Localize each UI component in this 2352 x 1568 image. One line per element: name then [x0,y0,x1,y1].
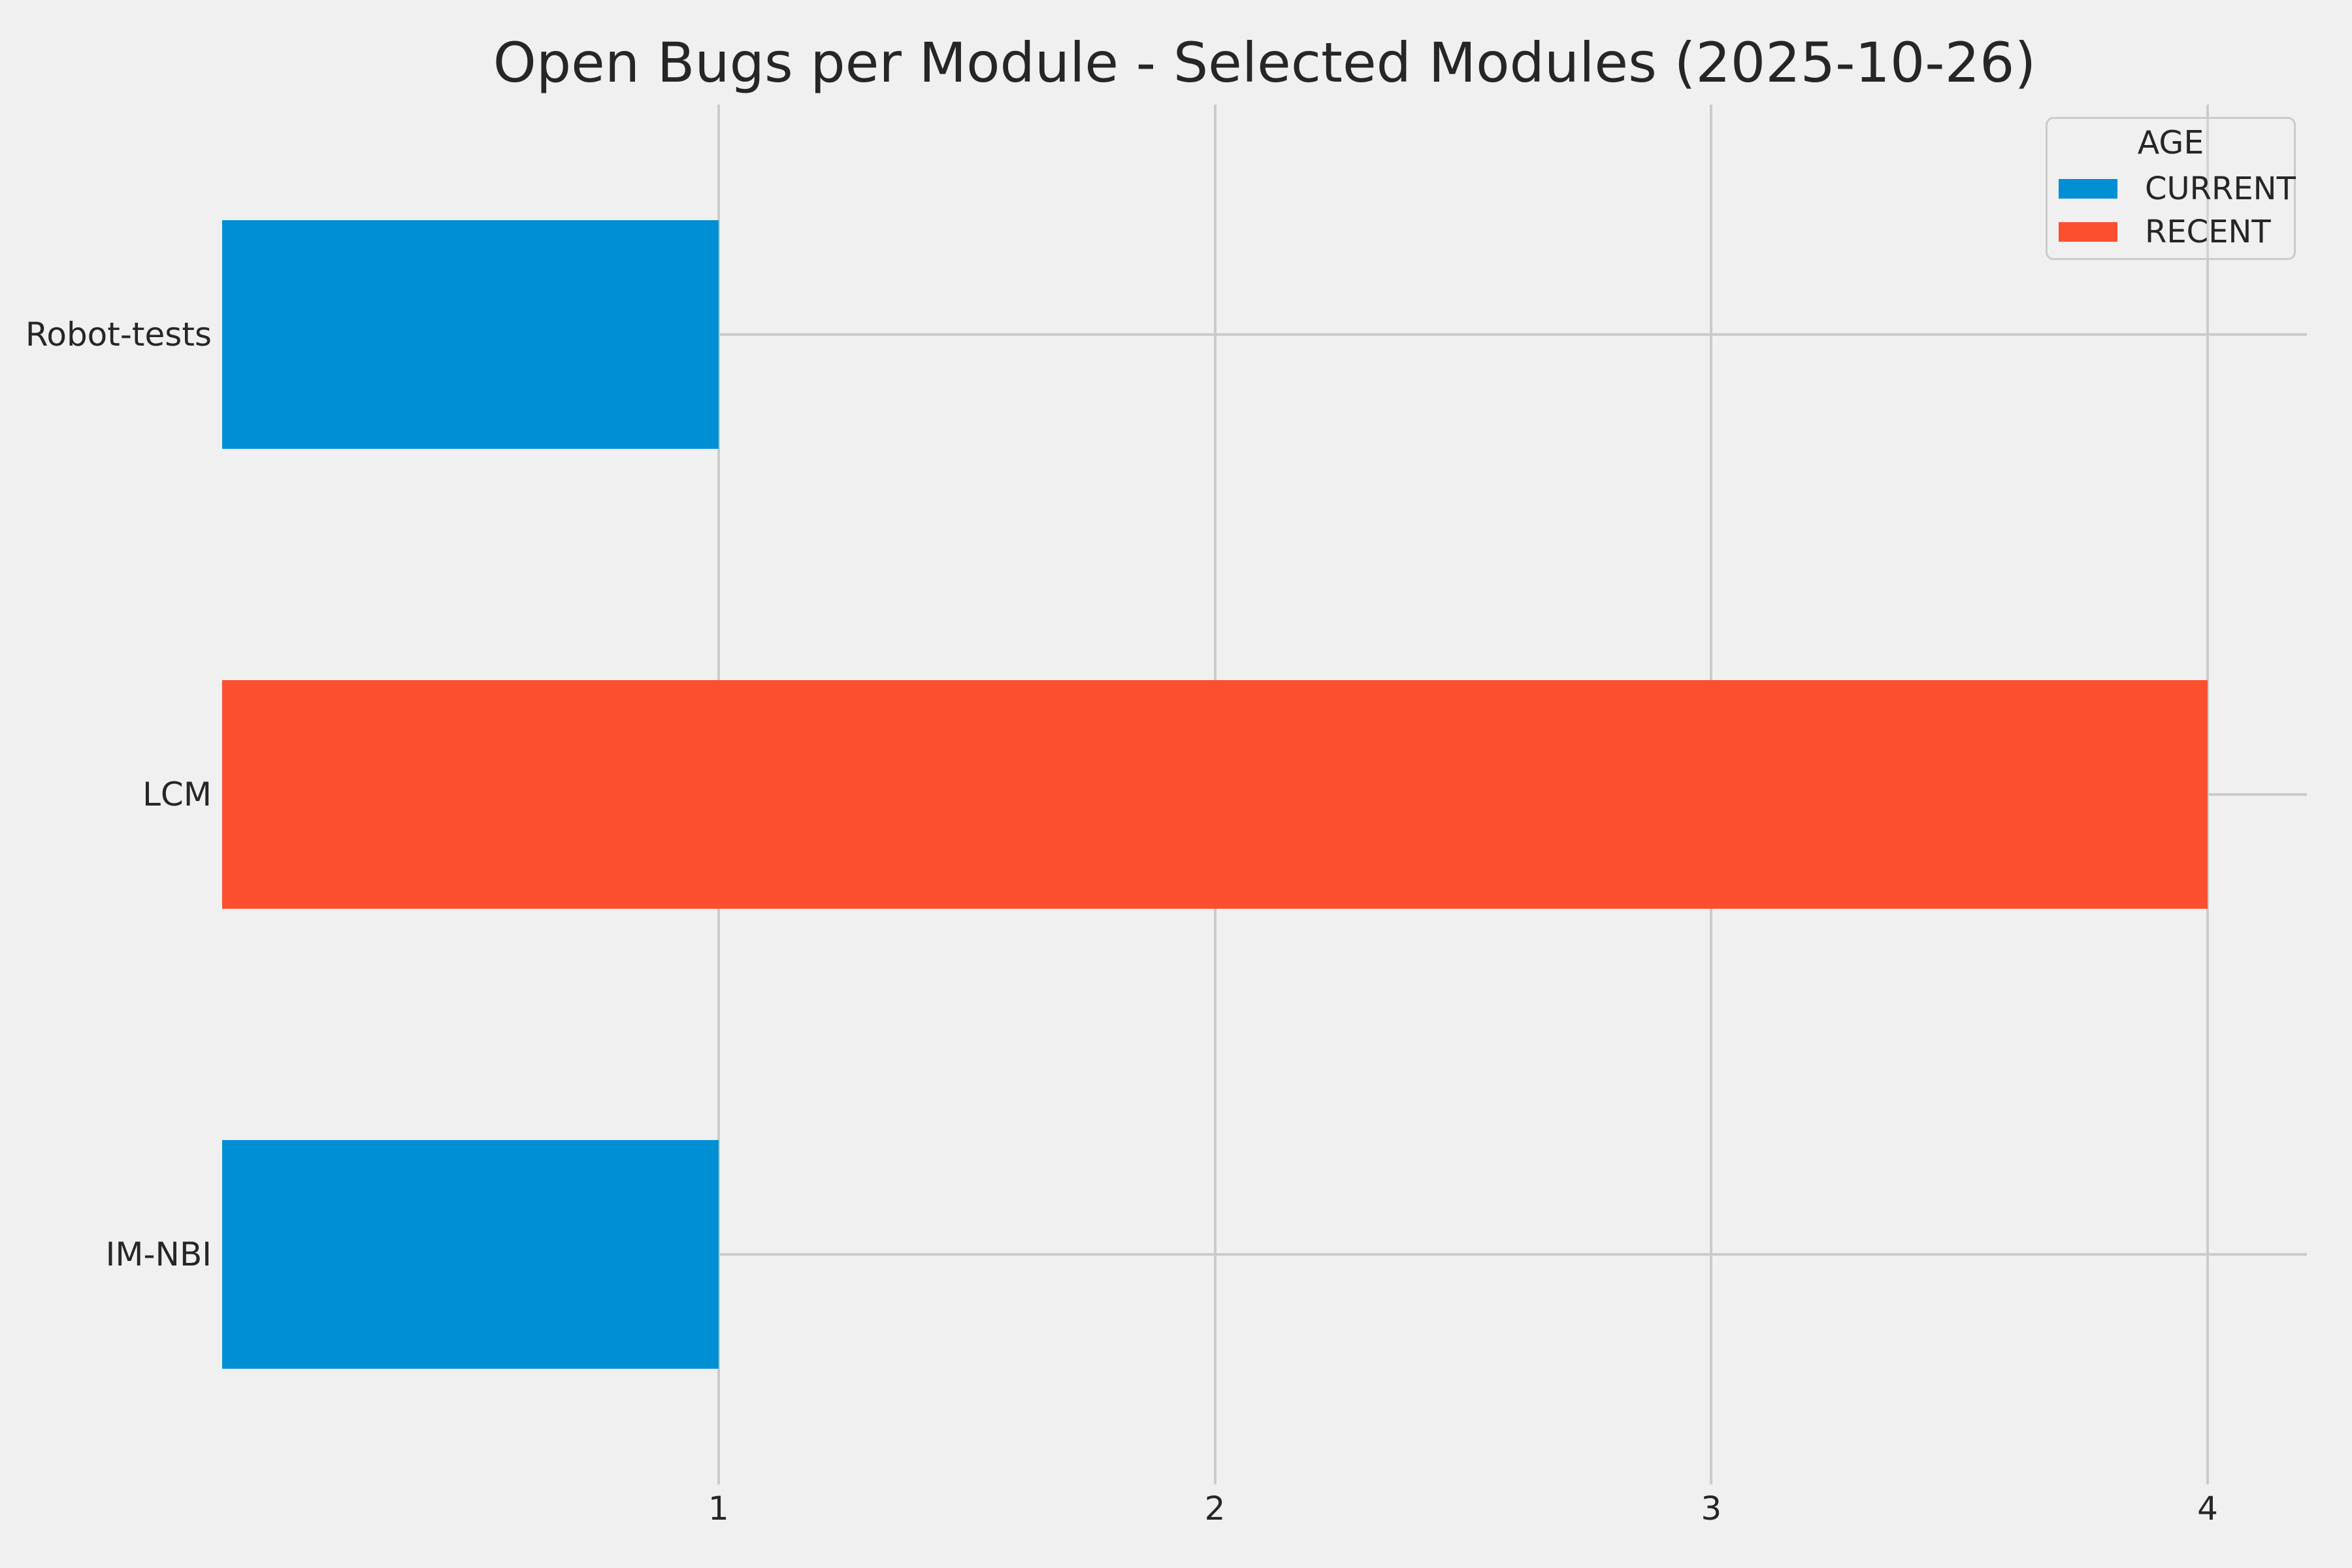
x-tick-label-1: 1 [708,1490,729,1527]
legend-label-recent: RECENT [2145,213,2271,250]
legend-label-current: CURRENT [2145,170,2296,207]
legend-item-recent: RECENT [2048,216,2294,248]
legend-title: AGE [2137,124,2204,161]
x-tick-label-3: 3 [1701,1490,1722,1527]
gridline-y-im-nbi [222,1253,2307,1256]
legend-swatch-current [2059,178,2117,199]
plot-area [222,105,2307,1484]
bar-im-nbi [222,1140,719,1369]
gridline-y-robot-tests [222,333,2307,336]
x-axis-ticks: 1 2 3 4 [222,1492,2307,1538]
x-tick-label-2: 2 [1204,1490,1226,1527]
y-label-robot-tests: Robot-tests [25,316,212,353]
y-label-lcm: LCM [142,776,212,813]
y-label-im-nbi: IM-NBI [105,1235,212,1273]
bar-robot-tests [222,220,719,449]
legend-items: CURRENT RECENT [2048,170,2296,248]
x-tick-label-4: 4 [2197,1490,2218,1527]
chart-title: Open Bugs per Module - Selected Modules … [493,31,2036,95]
legend-swatch-recent [2059,221,2117,242]
legend-item-current: CURRENT [2048,170,2296,207]
bar-lcm [222,680,2208,909]
y-axis-labels: Robot-tests LCM IM-NBI [0,105,212,1484]
legend: AGE CURRENT RECENT [2046,117,2296,260]
